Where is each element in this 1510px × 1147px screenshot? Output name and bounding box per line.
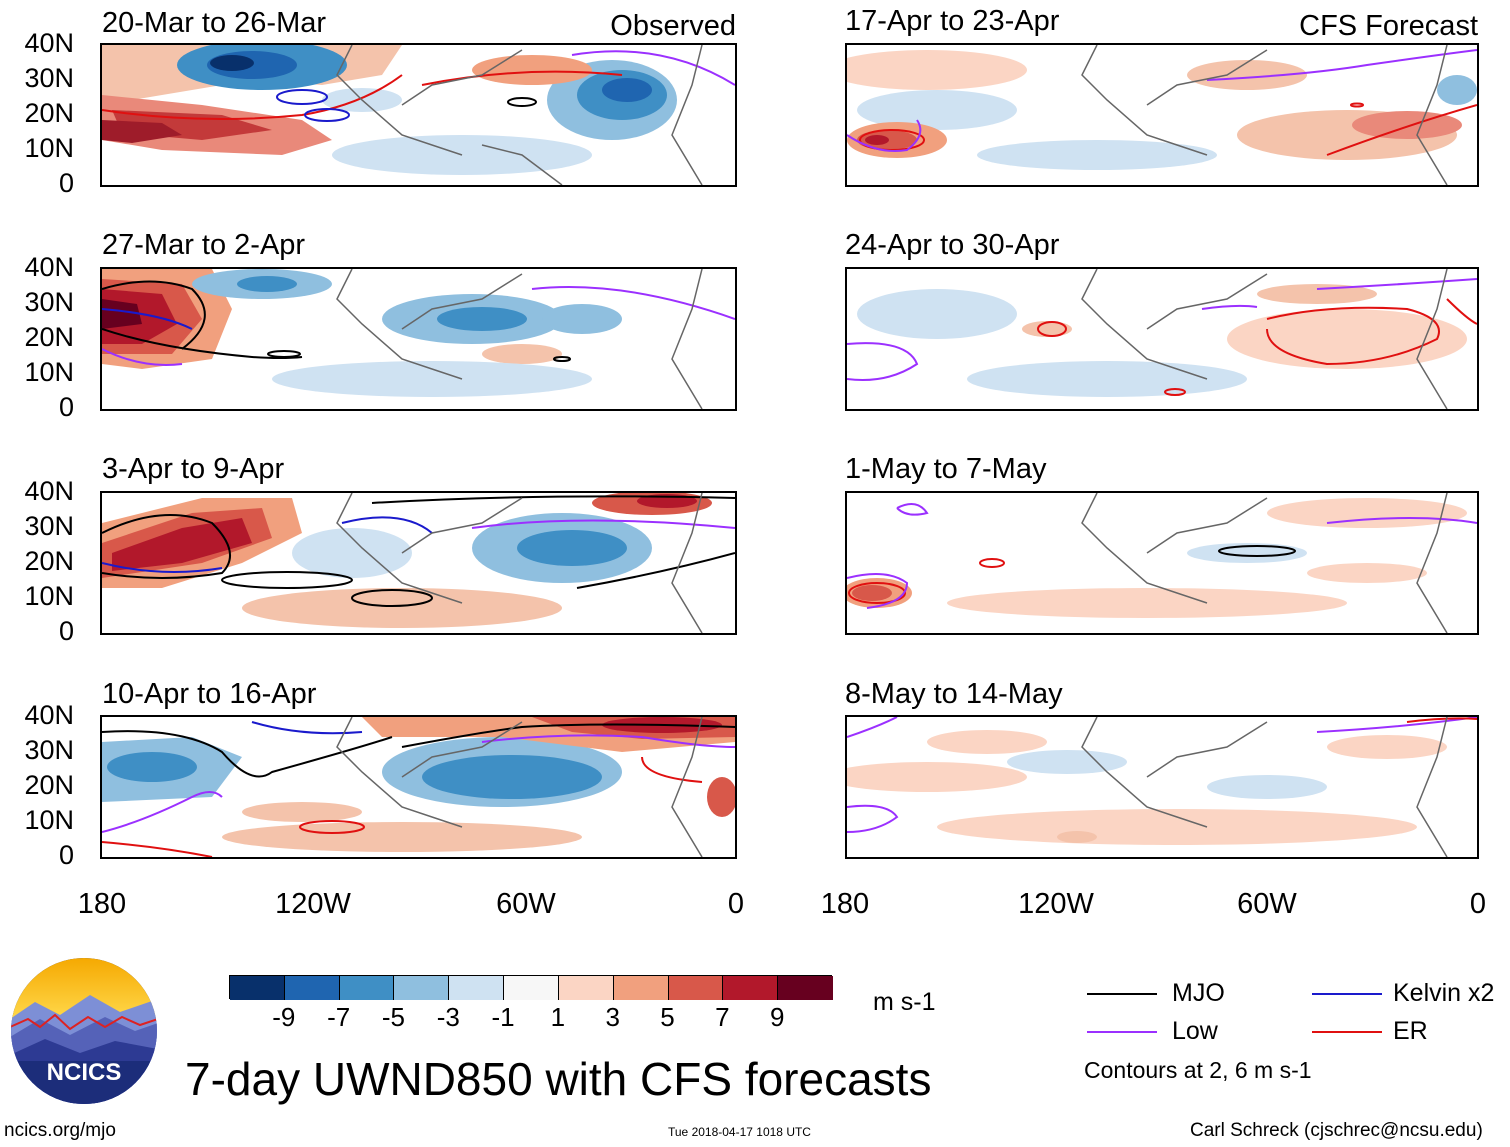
panel-title-8: 8-May to 14-May	[845, 678, 1063, 710]
legend-line-mjo	[1087, 993, 1157, 995]
panel-title-6: 24-Apr to 30-Apr	[845, 229, 1060, 261]
colorbar-tick-label: -9	[272, 1002, 296, 1032]
colorbar-swatch	[449, 976, 505, 1000]
lat-label-panel3-20n: 20N	[24, 546, 74, 576]
colorbar-swatch	[613, 976, 669, 1000]
panel-title-7: 1-May to 7-May	[845, 453, 1047, 485]
colorbar-swatch	[778, 976, 833, 1000]
lon-label-60w-right: 60W	[1237, 888, 1297, 920]
lon-label-60w-left: 60W	[496, 888, 556, 920]
colorbar-swatch	[668, 976, 724, 1000]
colorbar-tick-label: -3	[436, 1002, 460, 1032]
cfs-forecast-label: CFS Forecast	[1299, 10, 1478, 42]
lat-label-panel3-0: 0	[58, 616, 74, 646]
lon-label-180-left: 180	[77, 888, 127, 920]
legend-line-low	[1087, 1031, 1157, 1033]
colorbar-tick-label: 3	[605, 1002, 620, 1032]
ncics-logo: NCICS	[10, 957, 158, 1105]
legend-label-low: Low	[1172, 1017, 1218, 1045]
lat-label-panel3-40n: 40N	[24, 476, 74, 506]
lon-label-0-right: 0	[1469, 888, 1487, 920]
panel-title-2: 27-Mar to 2-Apr	[102, 229, 306, 261]
panel-title-5: 17-Apr to 23-Apr	[845, 5, 1060, 37]
lat-label-panel2-20n: 20N	[24, 322, 74, 352]
main-title: 7-day UWND850 with CFS forecasts	[185, 1053, 932, 1105]
lon-label-180-right: 180	[820, 888, 870, 920]
map-panel-1	[100, 43, 737, 187]
contour-note: Contours at 2, 6 m s-1	[1084, 1057, 1312, 1083]
lon-label-120w-left: 120W	[275, 888, 351, 920]
lat-label-panel4-20n: 20N	[24, 770, 74, 800]
lat-label-panel1-30n: 30N	[24, 63, 74, 93]
colorbar-units: m s-1	[873, 988, 936, 1016]
colorbar-tick-label: 5	[660, 1002, 675, 1032]
map-panel-8	[845, 715, 1479, 859]
colorbar-tick-label: 9	[769, 1002, 785, 1032]
footer-timestamp: Tue 2018-04-17 1018 UTC	[668, 1125, 811, 1139]
colorbar-swatch	[284, 976, 340, 1000]
map-panel-3	[100, 491, 737, 635]
colorbar-swatch	[230, 976, 285, 1000]
logo-text: NCICS	[47, 1059, 122, 1086]
lat-label-panel4-40n: 40N	[24, 700, 74, 730]
lat-label-panel2-10n: 10N	[24, 357, 74, 387]
colorbar-swatch	[723, 976, 779, 1000]
observed-label: Observed	[610, 10, 736, 42]
legend-line-er	[1312, 1031, 1382, 1033]
lat-label-panel2-0: 0	[58, 392, 74, 422]
map-panel-5	[845, 43, 1479, 187]
lat-label-panel1-20n: 20N	[24, 98, 74, 128]
colorbar-tick-label: -7	[327, 1002, 351, 1032]
map-panel-2	[100, 267, 737, 411]
lat-label-panel1-10n: 10N	[24, 133, 74, 163]
footer-url: ncics.org/mjo	[4, 1120, 116, 1141]
colorbar-swatch	[504, 976, 559, 1000]
legend-label-er: ER	[1393, 1017, 1428, 1045]
colorbar-tick-label: -5	[381, 1002, 406, 1032]
lon-label-120w-right: 120W	[1018, 888, 1094, 920]
colorbar-tick-label: 1	[550, 1002, 566, 1032]
panel-title-4: 10-Apr to 16-Apr	[102, 678, 317, 710]
panel-title-1: 20-Mar to 26-Mar	[102, 7, 327, 39]
lat-label-panel2-30n: 30N	[24, 287, 74, 317]
lat-label-panel2-40n: 40N	[24, 252, 74, 282]
map-panel-4	[100, 715, 737, 859]
lat-label-panel1-0: 0	[58, 168, 74, 198]
legend-label-mjo: MJO	[1172, 979, 1225, 1007]
panel-title-3: 3-Apr to 9-Apr	[102, 453, 285, 485]
lat-label-panel4-30n: 30N	[24, 735, 74, 765]
colorbar-tick-label: -1	[491, 1002, 515, 1032]
footer-author: Carl Schreck (cjschrec@ncsu.edu)	[1190, 1120, 1483, 1141]
map-panel-6	[845, 267, 1479, 411]
colorbar	[229, 975, 833, 1000]
lat-label-panel4-0: 0	[58, 840, 74, 870]
map-panel-7	[845, 491, 1479, 635]
colorbar-swatch	[394, 976, 450, 1000]
lon-label-0-left: 0	[727, 888, 745, 920]
lat-label-panel3-10n: 10N	[24, 581, 74, 611]
lat-label-panel3-30n: 30N	[24, 511, 74, 541]
legend-line-kelvin	[1312, 993, 1382, 995]
colorbar-swatch	[339, 976, 395, 1000]
legend-label-kelvin: Kelvin x2	[1393, 979, 1495, 1007]
lat-label-panel4-10n: 10N	[24, 805, 74, 835]
colorbar-swatch	[558, 976, 614, 1000]
lat-label-panel1-40n: 40N	[24, 28, 74, 58]
colorbar-tick-label: 7	[715, 1002, 730, 1032]
